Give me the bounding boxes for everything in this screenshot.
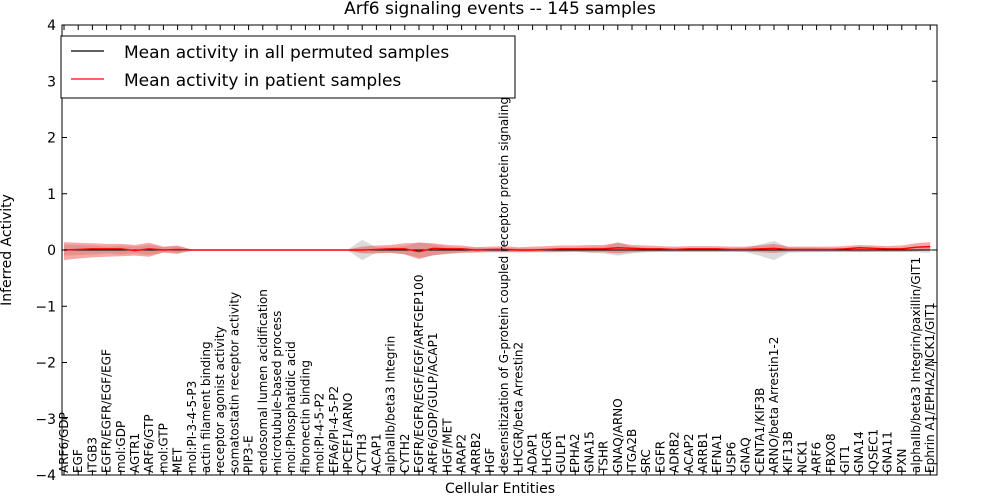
x-tick-label: FBXO8 (824, 433, 838, 473)
y-tick-label: 4 (47, 18, 56, 34)
x-tick-label: GULP1 (554, 433, 568, 473)
band-patient (64, 242, 931, 261)
x-tick-label: GNA11 (881, 431, 895, 473)
x-tick-label: HGF (483, 448, 497, 473)
x-axis-label: Cellular Entities (445, 481, 555, 497)
x-tick-label: USP6 (724, 442, 738, 473)
x-axis: ARF6/GDP EGF ITGB3 EGFR/EGFR/EGF/EGF mol:GDP… (57, 25, 937, 475)
x-tick-label: mol:PI-3-4-5-P3 (185, 381, 199, 473)
chart-title: Arf6 signaling events -- 145 samples (344, 0, 656, 19)
x-tick-label: ARRB2 (469, 432, 483, 473)
y-tick-label: 2 (47, 131, 56, 147)
x-tick-label: alphaIIb/beta3 Integrin/paxillin/GIT1 (909, 257, 923, 473)
x-tick-label: EFNA1 (710, 434, 724, 473)
x-tick-label: MET (171, 447, 185, 473)
x-tick-label: CENTA1/KIF3B (753, 388, 767, 473)
y-tick-label: 1 (47, 187, 56, 203)
y-axis: −4 −3 −2 −1 0 1 2 3 4 (35, 18, 937, 484)
x-tick-label: GNA14 (852, 431, 866, 473)
x-tick-label: AGTR1 (128, 433, 142, 473)
x-tick-label: GIT1 (838, 445, 852, 473)
x-tick-label: Ephrin A1/EPHA2/NCK1/GIT1 (923, 302, 937, 473)
x-tick-label: receptor agonist activity (213, 326, 227, 473)
y-tick-label: −2 (35, 356, 56, 372)
y-tick-label: −4 (35, 468, 56, 484)
x-tick-label: GNA15 (582, 431, 596, 473)
legend-box (60, 35, 516, 99)
x-tick-label: EGFR (653, 441, 667, 473)
x-tick-label: EGFR/EGFR/EGF/EGF/ARFGEP100 (412, 275, 426, 473)
x-tick-label: ARF6/GTP (142, 414, 156, 473)
x-tick-label: actin filament binding (199, 341, 213, 473)
x-tick-label: KIF13B (781, 431, 795, 473)
x-tick-label: desensitization of G-protein coupled rec… (497, 42, 511, 473)
x-tick-label: ACAP1 (369, 434, 383, 473)
x-tick-label: alphaIIb/beta3 Integrin (384, 336, 398, 473)
x-tick-label: EGF (71, 449, 85, 473)
x-tick-label: ARF6 (810, 442, 824, 473)
x-tick-label: ADRB2 (668, 431, 682, 473)
x-tick-label: ARAP2 (455, 434, 469, 473)
y-tick-label: −3 (35, 412, 56, 428)
line-patient (63, 245, 931, 253)
y-tick-label: 3 (47, 74, 56, 90)
x-tick-label: LHCGR (540, 431, 554, 473)
x-tick-label: HGF/MET (440, 418, 454, 473)
x-tick-label: ARF6/GDP/GULP/ACAP1 (426, 333, 440, 473)
x-tick-label: CYTH2 (398, 434, 412, 474)
x-tick-label: ITGA2B (625, 429, 639, 473)
x-tick-label: PXN (895, 449, 909, 473)
x-tick-label: CYTH3 (355, 434, 369, 474)
x-tick-label: ITGB3 (85, 437, 99, 473)
y-tick-label: 0 (47, 243, 56, 259)
y-axis-label: Inferred Activity (0, 194, 15, 306)
x-tick-label: EGFR/EGFR/EGF/EGF (100, 349, 114, 473)
legend: Mean activity in all permuted samples Me… (60, 35, 516, 99)
x-tick-label: IQSEC1 (866, 429, 880, 473)
x-tick-label: mol:PI-4-5-P2 (313, 393, 327, 473)
x-tick-label: endosomal lumen acidification (256, 289, 270, 473)
x-tick-label: ARF6/GDP (57, 412, 71, 473)
x-tick-label: mol:GTP (156, 423, 170, 473)
x-tick-label: IPCEF1/ARNO (341, 393, 355, 473)
legend-label-permuted: Mean activity in all permuted samples (124, 43, 449, 63)
x-tick-label: GNAQ (739, 437, 753, 473)
x-tick-label: SRC (639, 449, 653, 473)
legend-label-patient: Mean activity in patient samples (124, 71, 401, 91)
x-tick-label: mol:GDP (114, 421, 128, 473)
x-tick-label: ACAP2 (682, 434, 696, 473)
x-tick-label: NCK1 (795, 440, 809, 473)
x-tick-label: ADAP1 (526, 433, 540, 473)
x-tick-label: ARNO/beta Arrestin1-2 (767, 337, 781, 473)
x-tick-label: EFA6/PI-4-5-P2 (327, 386, 341, 473)
x-tick-label: somatostatin receptor activity (227, 292, 241, 473)
x-tick-label: PIP3-E (242, 435, 256, 473)
x-tick-label: EPHA2 (568, 433, 582, 473)
x-tick-label: GNAQ/ARNO (611, 398, 625, 473)
x-tick-label: microtubule-based process (270, 311, 284, 473)
x-tick-label: fibronectin binding (298, 360, 312, 473)
x-tick-label: LHCGR/beta Arrestin2 (511, 342, 525, 473)
y-tick-label: −1 (35, 299, 56, 315)
x-tick-label: mol:Phosphatidic acid (284, 341, 298, 473)
x-tick-label: ARRB1 (696, 432, 710, 473)
x-tick-label: TSHR (597, 441, 611, 474)
